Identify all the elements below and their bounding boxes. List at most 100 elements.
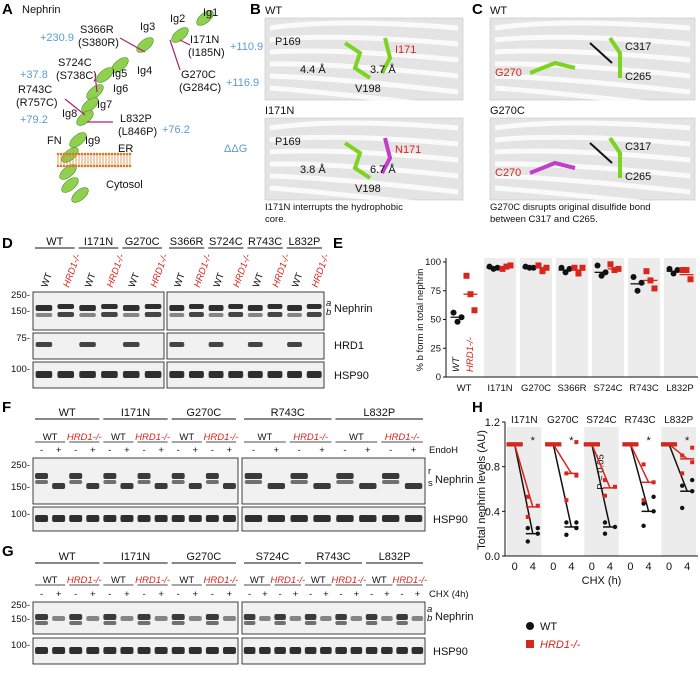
significance-star: * — [569, 435, 574, 447]
panel-a-title: Nephrin — [22, 4, 61, 16]
blot-membrane — [32, 457, 239, 505]
domain-label-ig4: Ig4 — [137, 65, 152, 77]
domain-label-ig3: Ig3 — [140, 21, 155, 33]
data-point-hrd1 — [680, 471, 685, 476]
protein-band — [267, 483, 286, 489]
protein-band — [122, 342, 140, 347]
residue-label: C270 — [495, 167, 521, 179]
panel-letter-e: E — [333, 235, 343, 252]
protein-band — [228, 371, 244, 378]
data-point-wt — [670, 270, 677, 277]
treatment-sign: - — [340, 589, 343, 600]
genotype-label-wt: WT — [179, 432, 194, 443]
protein-band — [86, 647, 100, 654]
data-point-wt — [602, 520, 608, 525]
lipid-head — [95, 164, 99, 168]
data-point-wt — [564, 520, 569, 525]
protein-band — [306, 304, 322, 309]
mutation-mouse-label: (I185N) — [188, 47, 225, 59]
lipid-head — [80, 164, 84, 168]
lipid-head — [62, 164, 66, 168]
genotype-label-wt: WT — [212, 271, 227, 289]
y-tick-label: 1.2 — [485, 417, 500, 429]
data-point-wt — [679, 483, 685, 488]
protein-band — [69, 614, 83, 620]
residue-stick — [380, 137, 393, 174]
arrow — [589, 142, 613, 164]
significance-star: * — [646, 435, 651, 447]
x-tick-label: 0 — [666, 561, 672, 573]
lipid-head — [59, 152, 63, 156]
group-label: S724C — [256, 551, 290, 563]
protein-band — [287, 342, 303, 347]
panel-b-caption-line2: core. — [265, 214, 286, 225]
chart-b-form-percentage: WT I171N G270C S366R S724C R743C L832P 0 25 50 75 1… — [415, 257, 698, 394]
blot-membrane — [32, 291, 165, 331]
series-line — [629, 444, 650, 483]
domain-label-ig9: Ig9 — [85, 135, 100, 147]
er-label: ER — [118, 143, 133, 155]
protein-band — [35, 342, 53, 347]
protein-band — [289, 616, 302, 621]
lipid-head — [101, 152, 105, 156]
ribbon — [269, 61, 459, 79]
lipid-head — [104, 164, 108, 168]
treatment-sign: + — [293, 589, 299, 600]
category-shade — [664, 258, 696, 377]
blot-membrane — [166, 291, 325, 331]
ribbon — [494, 120, 691, 131]
band-label: HSP90 — [433, 646, 468, 658]
protein-band — [101, 304, 118, 309]
protein-band — [267, 515, 286, 522]
domain-label-ig7: Ig7 — [97, 99, 112, 111]
panel-b-caption-line1: I171N interrupts the hydrophobic — [265, 202, 403, 213]
ribbon — [494, 173, 691, 195]
protein-band — [313, 483, 331, 489]
mutation-arrow — [64, 98, 86, 116]
protein-band — [304, 614, 317, 620]
residue-stick — [529, 160, 576, 175]
protein-band — [381, 515, 400, 522]
category-label: L832P — [664, 415, 693, 426]
lipid-head — [77, 164, 81, 168]
genotype-label-hrd1: HRD1-/- — [270, 253, 292, 290]
genotype-label-wt: WT — [111, 575, 126, 586]
group-label: I171N — [121, 407, 150, 419]
lipid-head — [83, 164, 87, 168]
treatment-sign: - — [108, 589, 111, 600]
protein-band — [144, 371, 162, 378]
data-point-wt — [562, 269, 569, 276]
group-label: L832P — [363, 407, 395, 419]
protein-band — [274, 647, 286, 654]
mutation-mouse-label: (S380R) — [78, 37, 119, 49]
treatment-sign: + — [274, 445, 280, 456]
protein-band — [205, 647, 219, 654]
protein-band — [103, 614, 117, 620]
protein-band — [290, 480, 308, 484]
protein-band — [188, 616, 202, 621]
genotype-label-hrd1: HRD1-/- — [149, 253, 171, 290]
x-tick-label: 4 — [530, 561, 536, 573]
protein-band — [396, 621, 408, 625]
category-shade — [484, 258, 516, 377]
treatment-sign: - — [40, 589, 43, 600]
group-label: G270C — [125, 236, 160, 248]
treatment-sign: - — [108, 445, 111, 456]
ddg-label: ΔΔG — [224, 143, 247, 155]
lipid-head — [98, 152, 102, 156]
lipid-head — [125, 152, 129, 156]
protein-band — [120, 616, 134, 621]
mutation-arrow — [169, 39, 181, 71]
category-label: S724C — [586, 415, 617, 426]
lipid-head — [56, 164, 60, 168]
mutation-arrow — [94, 73, 98, 93]
distance-label: 6.7 Å — [370, 163, 396, 176]
mutation-mouse-label: (L846P) — [118, 126, 157, 138]
protein-band — [228, 312, 244, 317]
data-point-hrd1 — [612, 484, 617, 489]
protein-band — [188, 647, 202, 654]
lipid-head — [68, 152, 72, 156]
genotype-label-hrd1: HRD1-/- — [105, 253, 127, 290]
ribbon — [269, 34, 459, 47]
